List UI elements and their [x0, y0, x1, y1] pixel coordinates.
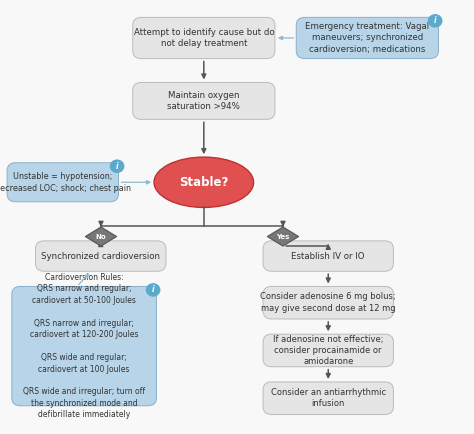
Text: Consider adenosine 6 mg bolus;
may give second dose at 12 mg: Consider adenosine 6 mg bolus; may give …: [260, 293, 396, 313]
FancyBboxPatch shape: [263, 382, 393, 414]
Text: No: No: [96, 233, 106, 240]
Text: i: i: [152, 286, 155, 294]
Text: Synchronized cardioversion: Synchronized cardioversion: [41, 252, 160, 260]
Circle shape: [110, 160, 124, 172]
Text: Emergency treatment: Vagal
maneuvers; synchronized
cardioversion; medications: Emergency treatment: Vagal maneuvers; sy…: [305, 22, 429, 54]
Text: Attempt to identify cause but do
not delay treatment: Attempt to identify cause but do not del…: [134, 28, 274, 48]
Text: If adenosine not effective;
consider procainamide or
amiodarone: If adenosine not effective; consider pro…: [273, 335, 383, 366]
Text: i: i: [434, 16, 437, 25]
Text: Consider an antiarrhythmic
infusion: Consider an antiarrhythmic infusion: [271, 388, 386, 408]
Polygon shape: [85, 227, 117, 246]
FancyBboxPatch shape: [263, 241, 393, 271]
Text: Cardioversion Rules:
QRS narrow and regular;
cardiovert at 50-100 Joules

QRS na: Cardioversion Rules: QRS narrow and regu…: [23, 273, 145, 419]
FancyBboxPatch shape: [12, 286, 156, 406]
FancyBboxPatch shape: [263, 334, 393, 367]
Circle shape: [146, 284, 160, 296]
FancyBboxPatch shape: [133, 82, 275, 119]
FancyBboxPatch shape: [7, 163, 118, 202]
Text: i: i: [116, 162, 118, 171]
FancyBboxPatch shape: [36, 241, 166, 271]
Circle shape: [428, 15, 442, 27]
Polygon shape: [267, 227, 299, 246]
Text: Establish IV or IO: Establish IV or IO: [292, 252, 365, 260]
Text: Maintain oxygen
saturation >94%: Maintain oxygen saturation >94%: [167, 91, 240, 111]
Ellipse shape: [154, 157, 254, 207]
Text: Stable?: Stable?: [179, 176, 228, 189]
Text: Yes: Yes: [276, 233, 290, 240]
Text: Unstable = hypotension;
decreased LOC; shock; chest pain: Unstable = hypotension; decreased LOC; s…: [0, 172, 131, 193]
FancyBboxPatch shape: [296, 17, 438, 59]
FancyBboxPatch shape: [263, 286, 393, 319]
FancyBboxPatch shape: [133, 17, 275, 59]
